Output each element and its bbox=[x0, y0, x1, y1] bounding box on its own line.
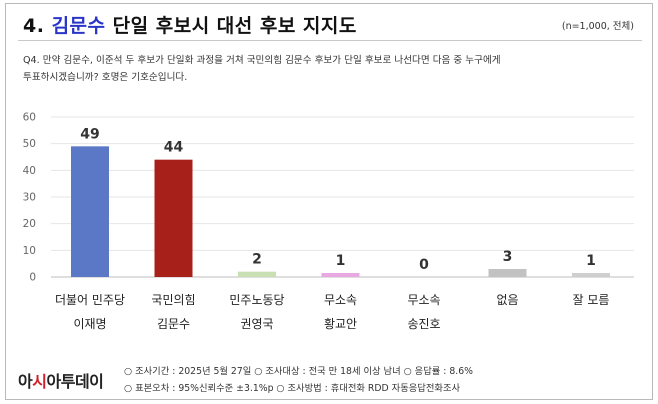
data-label: 49 bbox=[80, 126, 99, 142]
x-tick-label: 송진호 bbox=[407, 317, 440, 331]
survey-meta: ○ 조사기간 : 2025년 5월 27일 ○ 조사대상 : 전국 만 18세 … bbox=[124, 363, 473, 397]
bar bbox=[154, 159, 193, 277]
bar bbox=[488, 269, 527, 277]
x-tick-label: 국민의힘 bbox=[151, 293, 195, 307]
y-tick-label: 50 bbox=[23, 138, 36, 150]
x-tick-label: 김문수 bbox=[157, 317, 190, 331]
y-tick-label: 30 bbox=[23, 192, 36, 204]
question-line-1: Q4. 만약 김문수, 이준석 두 후보가 단일화 과정을 거쳐 국민의힘 김문… bbox=[23, 55, 501, 66]
x-tick-label: 이재명 bbox=[73, 317, 106, 331]
y-tick-label: 10 bbox=[23, 245, 36, 257]
x-tick-label: 무소속 bbox=[324, 293, 357, 307]
x-tick-label: 황교안 bbox=[324, 317, 357, 331]
bar bbox=[71, 146, 109, 277]
title-text: 단일 후보시 대선 후보 지지도 bbox=[112, 15, 357, 37]
page-title: 4. 김문수 단일 후보시 대선 후보 지지도 bbox=[23, 11, 357, 38]
survey-meta-line-2: ○ 표본오차 : 95%신뢰수준 ±3.1%p ○ 조사방법 : 휴대전화 RD… bbox=[124, 383, 461, 394]
x-tick-label: 없음 bbox=[496, 293, 518, 307]
data-label: 44 bbox=[164, 140, 184, 156]
y-tick-label: 60 bbox=[23, 112, 36, 124]
survey-question: Q4. 만약 김문수, 이준석 두 후보가 단일화 과정을 거쳐 국민의힘 김문… bbox=[23, 52, 633, 86]
survey-meta-line-1: ○ 조사기간 : 2025년 5월 27일 ○ 조사대상 : 전국 만 18세 … bbox=[124, 366, 473, 377]
x-tick-label: 무소속 bbox=[407, 293, 440, 307]
sample-size: (n=1,000, 전체) bbox=[561, 21, 634, 32]
header-divider bbox=[18, 40, 642, 41]
bar bbox=[238, 271, 276, 277]
y-tick-label: 0 bbox=[29, 272, 36, 284]
publisher-logo: 아시아투데이 bbox=[18, 368, 104, 392]
footer: 아시아투데이 ○ 조사기간 : 2025년 5월 27일 ○ 조사대상 : 전국… bbox=[6, 357, 654, 401]
logo-text: 아시아투데이 bbox=[18, 372, 104, 391]
y-tick-label: 40 bbox=[23, 165, 36, 177]
question-line-2: 투표하시겠습니까? 호명은 기호순입니다. bbox=[23, 72, 188, 83]
panel: 4. 김문수 단일 후보시 대선 후보 지지도 (n=1,000, 전체) Q4… bbox=[5, 3, 653, 400]
y-tick-label: 20 bbox=[23, 218, 36, 230]
title-candidate: 김문수 bbox=[51, 15, 106, 37]
x-tick-label: 더불어 민주당 bbox=[55, 293, 125, 307]
bar bbox=[572, 273, 610, 277]
data-label: 1 bbox=[586, 253, 596, 269]
x-tick-label: 권영국 bbox=[240, 317, 273, 331]
title-number: 4. bbox=[23, 15, 45, 37]
data-label: 3 bbox=[503, 249, 513, 265]
data-label: 1 bbox=[336, 253, 346, 269]
bar bbox=[321, 273, 360, 277]
x-tick-label: 잘 모름 bbox=[573, 293, 610, 307]
data-label: 2 bbox=[252, 252, 262, 268]
data-label: 0 bbox=[419, 257, 429, 273]
x-tick-label: 민주노동당 bbox=[229, 293, 284, 307]
